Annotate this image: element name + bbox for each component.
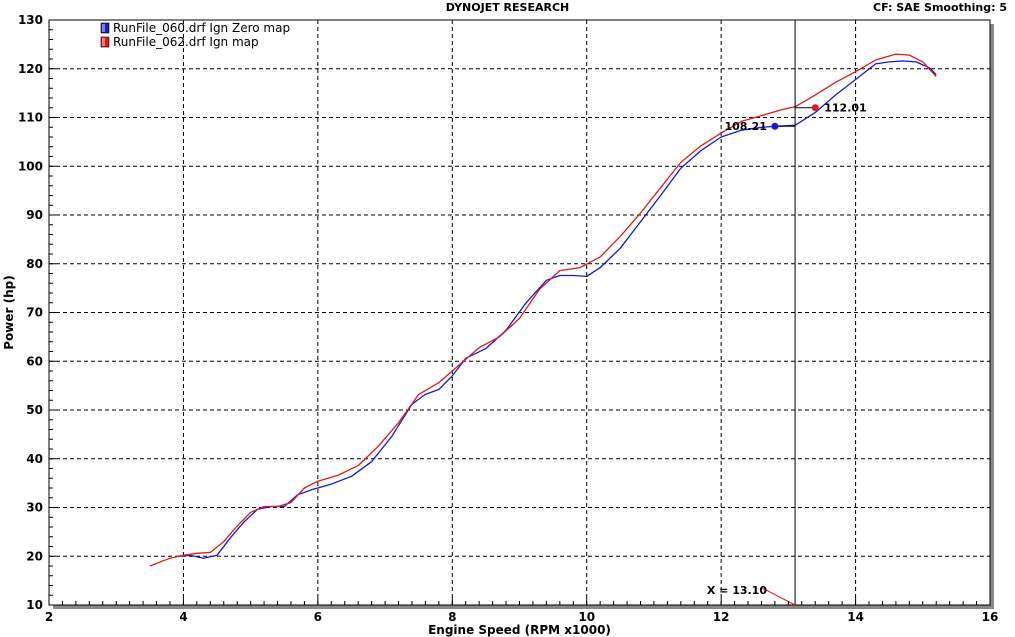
- y-tick-label: 60: [26, 354, 43, 368]
- grid-lines: [49, 20, 990, 605]
- readout-value-1: 108.21: [724, 120, 766, 133]
- series-line-2: [149, 53, 937, 567]
- series-layer: [149, 53, 937, 567]
- x-tick-label: 8: [448, 610, 456, 624]
- x-tick-label: 6: [314, 610, 322, 624]
- legend-swatch-highlight: [102, 24, 105, 32]
- correction-factor-label: CF: SAE Smoothing: 5: [873, 1, 1007, 14]
- chart-header-title: DYNOJET RESEARCH: [445, 1, 570, 14]
- x-tick-label: 2: [45, 610, 53, 624]
- y-tick-label: 10: [26, 598, 43, 612]
- x-tick-label: 14: [847, 610, 864, 624]
- x-axis-title: Engine Speed (RPM x1000): [428, 623, 611, 637]
- legend-swatch-1: [100, 22, 110, 34]
- axis-layer: 2 4 6 8 10 12 14 16 10 20 30 40 50 60 70 80 90 100 110 120 1…: [18, 13, 998, 624]
- cursor-pointer-line: [761, 587, 796, 606]
- y-tick-label: 30: [26, 501, 43, 515]
- x-tick-label: 16: [982, 610, 999, 624]
- legend-swatch-highlight: [102, 38, 105, 46]
- y-tick-label: 130: [18, 13, 43, 27]
- y-tick-label: 20: [26, 549, 43, 563]
- cursor-x-label: X = 13.10: [707, 584, 767, 597]
- y-tick-label: 90: [26, 208, 43, 222]
- y-tick-label: 100: [18, 159, 43, 173]
- y-tick-label: 40: [26, 452, 43, 466]
- legend-label-1: RunFile_060.drf Ign Zero map: [113, 21, 290, 35]
- y-axis-title: Power (hp): [2, 275, 16, 349]
- y-tick-label: 110: [18, 111, 43, 125]
- y-tick-label: 70: [26, 306, 43, 320]
- x-tick-label: 10: [578, 610, 595, 624]
- y-tick-label: 50: [26, 403, 43, 417]
- readout-value-2: 112.01: [824, 102, 866, 115]
- legend-swatch-2: [100, 36, 110, 48]
- legend-label-2: RunFile_062.drf Ign map: [113, 35, 259, 49]
- y-tick-label: 120: [18, 62, 43, 76]
- readout-marker-1: [771, 122, 779, 130]
- x-tick-label: 4: [179, 610, 187, 624]
- x-tick-label: 12: [713, 610, 730, 624]
- cursor-layer[interactable]: X = 13.10 108.21 112.01: [707, 20, 867, 606]
- legend: RunFile_060.drf Ign Zero mapRunFile_062.…: [100, 21, 290, 49]
- y-tick-label: 80: [26, 257, 43, 271]
- readout-marker-2: [811, 104, 819, 112]
